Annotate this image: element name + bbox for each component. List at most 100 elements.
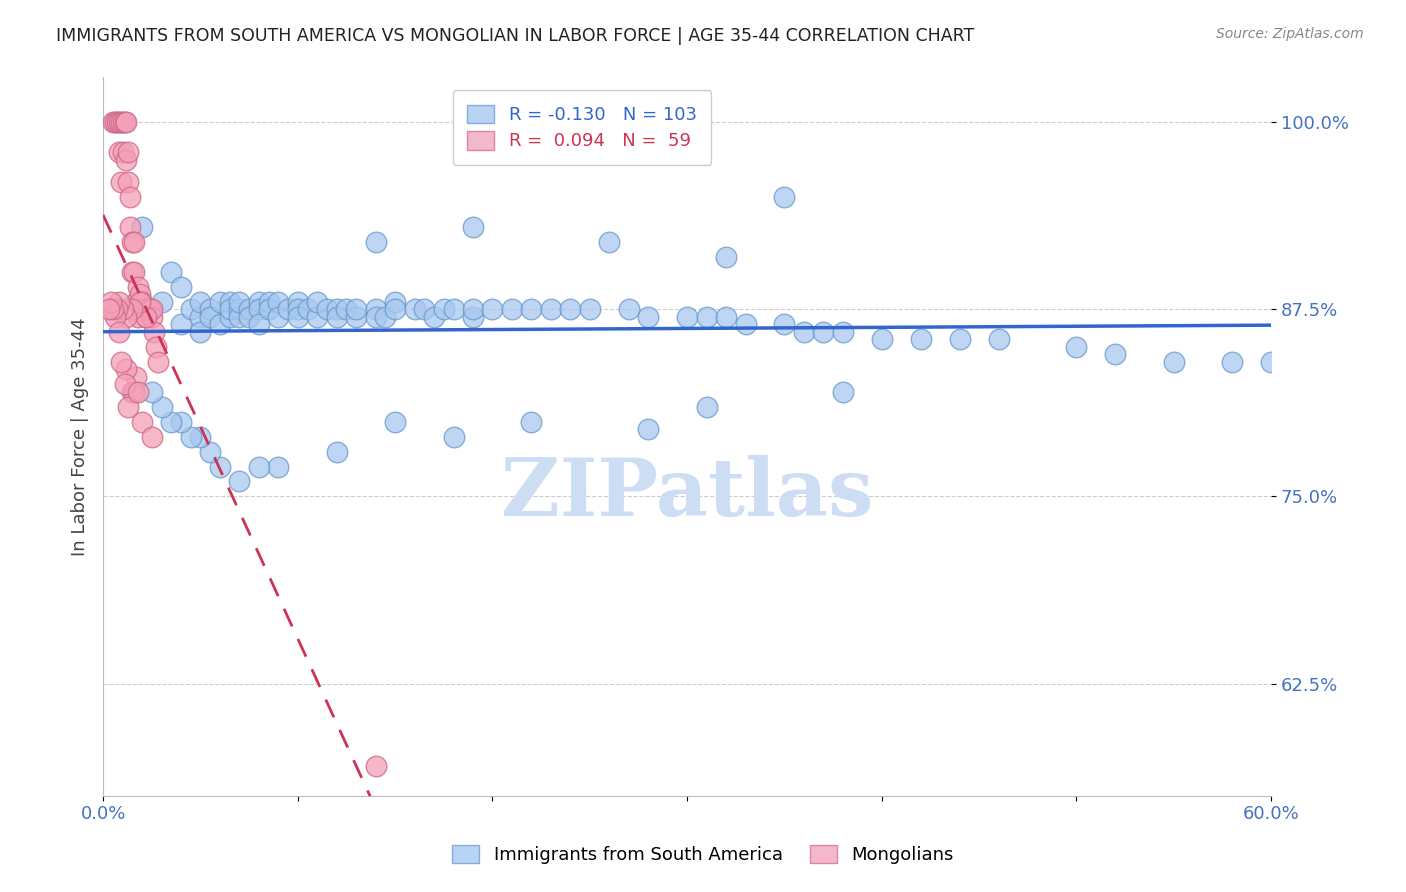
Point [267,310,290,324]
Point [190,310,212,324]
Point [105,115,128,129]
Point [107,325,129,339]
Point [131,302,153,317]
Point [208,318,231,332]
Point [124,384,146,399]
Point [578,115,600,129]
Point [831,384,853,399]
Point [124,265,146,279]
Point [481,302,503,317]
Point [101,115,124,129]
Point [364,235,387,249]
Point [117,145,139,160]
Point [117,400,139,414]
Point [228,475,250,489]
Point [170,415,193,429]
Point [637,310,659,324]
Point [404,302,426,317]
Point [115,153,138,167]
Point [104,115,127,129]
Point [734,318,756,332]
Point [257,302,280,317]
Point [423,310,446,324]
Point [132,302,155,317]
Point [114,377,136,392]
Point [325,310,347,324]
Point [297,302,319,317]
Point [433,302,456,317]
Point [111,145,134,160]
Point [384,294,406,309]
Point [228,310,250,324]
Point [335,302,357,317]
Point [170,318,193,332]
Point [598,235,620,249]
Point [129,302,152,317]
Point [104,310,127,324]
Point [520,415,543,429]
Point [146,355,169,369]
Text: Source: ZipAtlas.com: Source: ZipAtlas.com [1216,27,1364,41]
Point [1220,355,1243,369]
Point [344,310,367,324]
Point [228,302,250,317]
Point [461,302,484,317]
Point [129,287,152,301]
Point [160,265,183,279]
Point [131,220,153,235]
Point [141,384,163,399]
Point [115,310,138,324]
Point [277,302,299,317]
Point [910,332,932,346]
Point [107,115,129,129]
Point [813,325,835,339]
Point [384,302,406,317]
Point [180,302,202,317]
Point [501,302,523,317]
Point [198,444,221,458]
Point [136,302,159,317]
Point [124,235,146,249]
Point [131,294,153,309]
Point [870,332,893,346]
Point [384,415,406,429]
Point [127,280,149,294]
Point [117,175,139,189]
Point [170,280,193,294]
Point [520,302,543,317]
Point [247,294,270,309]
Point [121,302,143,317]
Point [101,302,124,317]
Point [714,310,737,324]
Point [135,310,157,324]
Text: ZIPatlas: ZIPatlas [501,455,873,533]
Point [190,325,212,339]
Point [287,302,309,317]
Point [257,294,280,309]
Legend: R = -0.130   N = 103, R =  0.094   N =  59: R = -0.130 N = 103, R = 0.094 N = 59 [453,90,711,165]
Point [218,302,240,317]
Point [307,294,329,309]
Text: IMMIGRANTS FROM SOUTH AMERICA VS MONGOLIAN IN LABOR FORCE | AGE 35-44 CORRELATIO: IMMIGRANTS FROM SOUTH AMERICA VS MONGOLI… [56,27,974,45]
Point [247,459,270,474]
Point [125,294,148,309]
Point [714,250,737,264]
Point [443,302,465,317]
Point [141,310,163,324]
Point [461,310,484,324]
Point [110,355,132,369]
Point [325,302,347,317]
Point [131,302,153,317]
Point [238,302,260,317]
Point [773,318,796,332]
Point [160,415,183,429]
Point [100,294,122,309]
Point [637,422,659,436]
Point [1260,355,1282,369]
Point [139,302,162,317]
Point [1066,340,1088,354]
Point [949,332,972,346]
Point [107,294,129,309]
Point [793,325,815,339]
Point [443,429,465,443]
